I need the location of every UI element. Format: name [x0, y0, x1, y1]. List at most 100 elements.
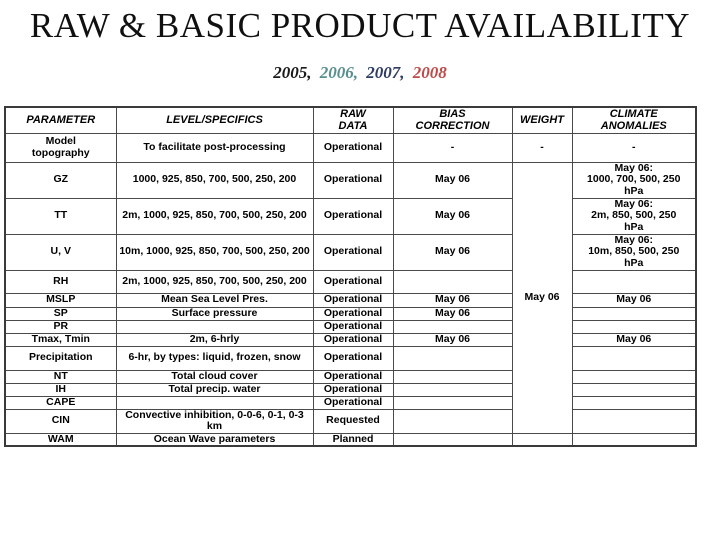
raw-cell: Operational [312, 345, 394, 371]
table-row-gz: GZ 1000, 925, 850, 700, 500, 250, 200 Op… [4, 161, 697, 434]
level-cell: 6-hr, by types: liquid, frozen, snow [115, 345, 314, 371]
climate-cell: May 06: 10m, 850, 500, 250 hPa [571, 233, 697, 271]
raw-cell: Planned [312, 432, 394, 447]
bias-cell: May 06 [392, 292, 513, 308]
param-cell: WAM [4, 432, 117, 447]
level-cell: Surface pressure [115, 306, 314, 321]
level-cell: Convective inhibition, 0-0-6, 0-1, 0-3 k… [115, 408, 314, 434]
raw-cell: Operational [312, 197, 394, 235]
param-cell: CAPE [4, 395, 117, 410]
table-row-rh: RH 2m, 1000, 925, 850, 700, 500, 250, 20… [4, 269, 697, 294]
level-cell: 2m, 6-hrly [115, 332, 314, 347]
param-cell: GZ [4, 161, 117, 199]
bias-cell [392, 432, 513, 447]
table-row-uv: U, V 10m, 1000, 925, 850, 700, 500, 250,… [4, 233, 697, 271]
year-2006: 2006, [319, 63, 358, 82]
climate-cell [571, 269, 697, 294]
table-row-tt: TT 2m, 1000, 925, 850, 700, 500, 250, 20… [4, 197, 697, 235]
level-cell: 2m, 1000, 925, 850, 700, 500, 250, 200 [115, 269, 314, 294]
climate-cell [571, 408, 697, 434]
level-cell: Total precip. water [115, 382, 314, 397]
climate-cell: May 06: 2m, 850, 500, 250 hPa [571, 197, 697, 235]
raw-cell: Operational [312, 382, 394, 397]
table-row-cin: CIN Convective inhibition, 0-0-6, 0-1, 0… [4, 408, 697, 434]
level-cell: 2m, 1000, 925, 850, 700, 500, 250, 200 [115, 197, 314, 235]
climate-cell: May 06 [571, 292, 697, 308]
year-2007: 2007, [366, 63, 405, 82]
subtitle-years: 2005, 2006, 2007, 2008 [0, 63, 720, 83]
climate-cell [571, 369, 697, 384]
col-header-raw-data: RAW DATA [312, 106, 394, 134]
param-cell: U, V [4, 233, 117, 271]
param-cell: TT [4, 197, 117, 235]
bias-cell [392, 408, 513, 434]
climate-cell [571, 382, 697, 397]
bias-cell: May 06 [392, 306, 513, 321]
param-cell: NT [4, 369, 117, 384]
climate-cell [571, 395, 697, 410]
param-cell: IH [4, 382, 117, 397]
table-row-tmax-tmin: Tmax, Tmin 2m, 6-hrly Operational May 06… [4, 332, 697, 347]
bias-cell [392, 395, 513, 410]
raw-cell: Operational [312, 319, 394, 334]
bias-cell: - [392, 132, 513, 163]
level-cell: Total cloud cover [115, 369, 314, 384]
table-row-sp: SP Surface pressure Operational May 06 [4, 306, 697, 321]
table-row-model-topography: Model topography To facilitate post-proc… [4, 132, 697, 163]
weight-merged-cell: May 06 [511, 161, 573, 434]
bias-cell [392, 269, 513, 294]
bias-cell: May 06 [392, 332, 513, 347]
param-cell: RH [4, 269, 117, 294]
col-header-level-specifics: LEVEL/SPECIFICS [115, 106, 314, 134]
param-cell: MSLP [4, 292, 117, 308]
bias-cell [392, 369, 513, 384]
col-header-weight: WEIGHT [511, 106, 573, 134]
climate-cell: May 06 [571, 332, 697, 347]
param-cell: Precipitation [4, 345, 117, 371]
availability-table: PARAMETER LEVEL/SPECIFICS RAW DATA BIAS … [4, 106, 697, 448]
raw-cell: Requested [312, 408, 394, 434]
raw-cell: Operational [312, 306, 394, 321]
raw-cell: Operational [312, 233, 394, 271]
slide-title: RAW & BASIC PRODUCT AVAILABILITY [29, 6, 691, 45]
climate-cell [571, 345, 697, 371]
climate-cell [571, 432, 697, 447]
climate-cell [571, 306, 697, 321]
year-2005: 2005, [273, 63, 312, 82]
param-cell: SP [4, 306, 117, 321]
raw-cell: Operational [312, 332, 394, 347]
table-row-pr: PR Operational [4, 319, 697, 334]
level-cell [115, 319, 314, 334]
year-2008: 2008 [412, 63, 447, 82]
climate-cell: - [571, 132, 697, 163]
raw-cell: Operational [312, 395, 394, 410]
level-cell: 10m, 1000, 925, 850, 700, 500, 250, 200 [115, 233, 314, 271]
table-row-wam: WAM Ocean Wave parameters Planned [4, 432, 697, 447]
table-row-precipitation: Precipitation 6-hr, by types: liquid, fr… [4, 345, 697, 371]
bias-cell: May 06 [392, 161, 513, 199]
table-row-mslp: MSLP Mean Sea Level Pres. Operational Ma… [4, 292, 697, 308]
param-cell: CIN [4, 408, 117, 434]
level-cell: Ocean Wave parameters [115, 432, 314, 447]
table-row-ih: IH Total precip. water Operational [4, 382, 697, 397]
raw-cell: Operational [312, 132, 394, 163]
weight-cell [511, 432, 573, 447]
table-row-cape: CAPE Operational [4, 395, 697, 410]
col-header-parameter: PARAMETER [4, 106, 117, 134]
col-header-bias-correction: BIAS CORRECTION [392, 106, 513, 134]
climate-cell [571, 319, 697, 334]
level-cell [115, 395, 314, 410]
level-cell: 1000, 925, 850, 700, 500, 250, 200 [115, 161, 314, 199]
level-cell: Mean Sea Level Pres. [115, 292, 314, 308]
col-header-climate-anomalies: CLIMATE ANOMALIES [571, 106, 697, 134]
param-cell: Model topography [4, 132, 117, 163]
level-cell: To facilitate post-processing [115, 132, 314, 163]
climate-cell: May 06: 1000, 700, 500, 250 hPa [571, 161, 697, 199]
weight-cell: - [511, 132, 573, 163]
bias-cell [392, 319, 513, 334]
bias-cell [392, 345, 513, 371]
raw-cell: Operational [312, 161, 394, 199]
bias-cell: May 06 [392, 197, 513, 235]
raw-cell: Operational [312, 369, 394, 384]
param-cell: PR [4, 319, 117, 334]
